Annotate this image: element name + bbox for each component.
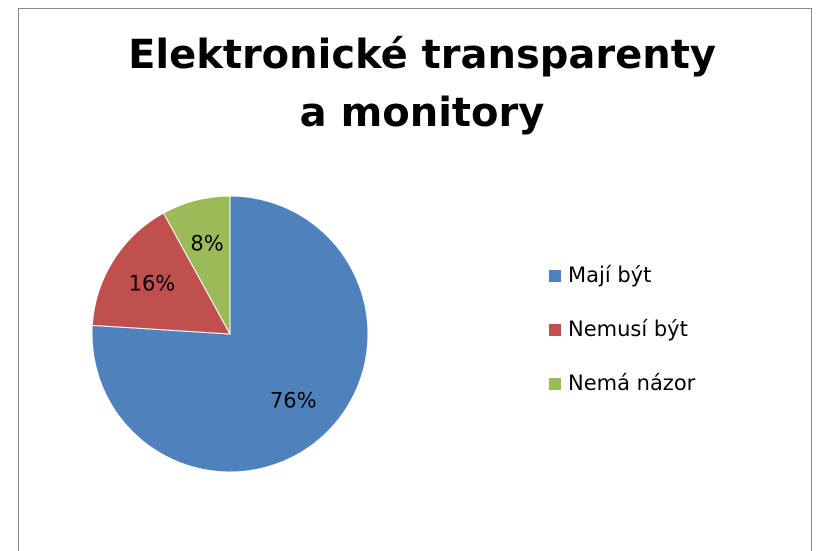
data-label: 76% <box>270 388 317 412</box>
pie-slice <box>91 212 231 335</box>
legend-label: Nemá názor <box>568 371 696 395</box>
chart-title: Elektronické transparenty a monitory <box>128 32 716 136</box>
legend-label: Nemusí být <box>568 317 688 341</box>
data-label: 16% <box>129 271 176 295</box>
data-label: 8% <box>190 231 223 255</box>
legend-swatch <box>549 324 561 336</box>
legend-swatch <box>549 270 561 282</box>
pie-slice <box>162 195 231 335</box>
legend-swatch <box>549 378 561 390</box>
pie-slice <box>91 195 369 473</box>
legend-label: Mají být <box>568 263 651 287</box>
